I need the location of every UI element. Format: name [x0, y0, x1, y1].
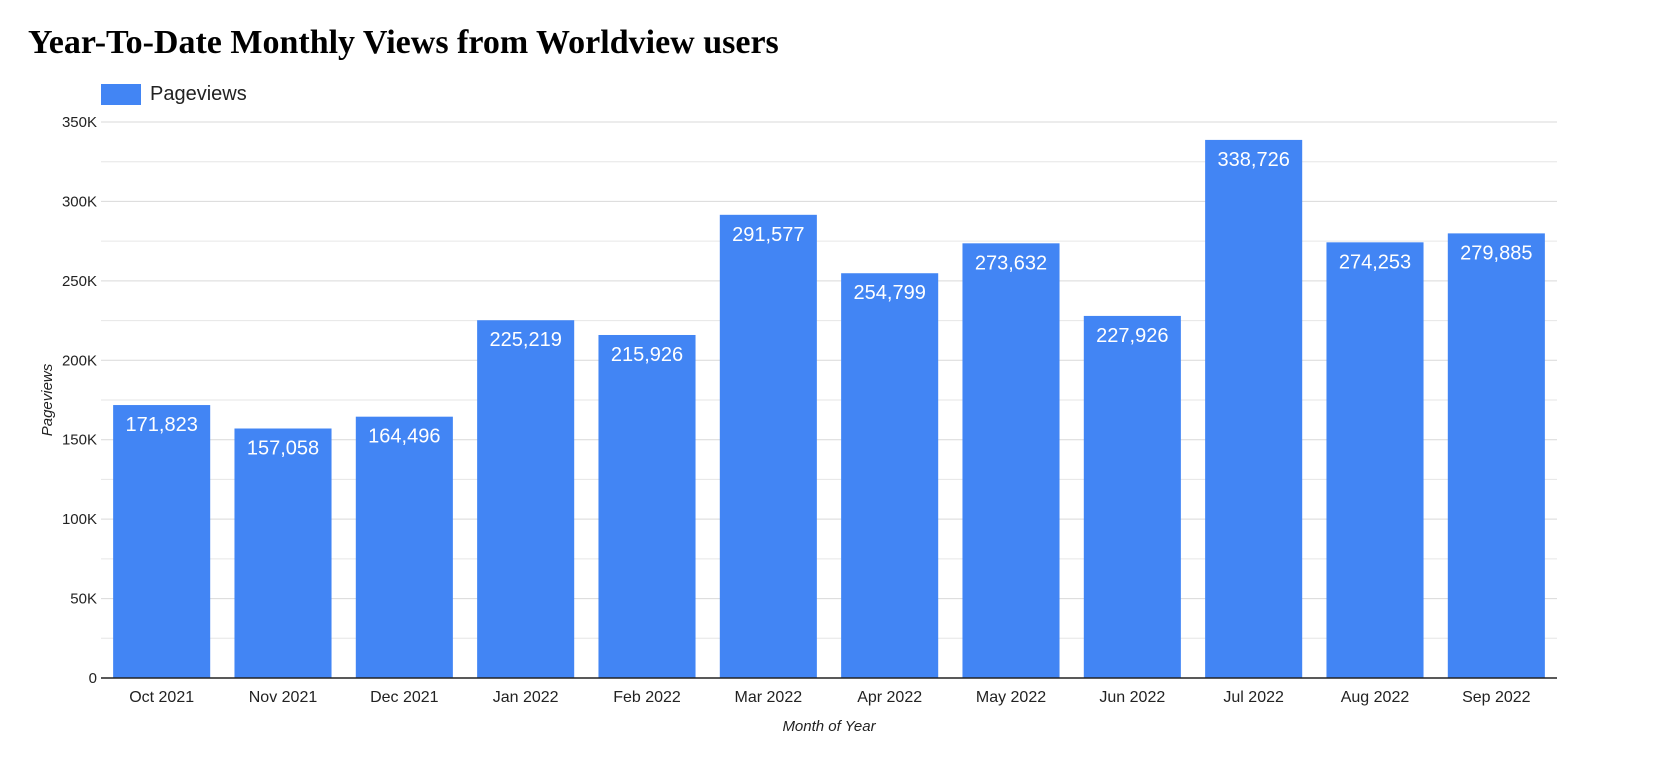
- y-tick-label: 250K: [62, 273, 97, 290]
- bar: [1447, 233, 1545, 678]
- data-label: 157,058: [247, 438, 319, 460]
- x-tick-label: Jul 2022: [1223, 689, 1284, 706]
- data-label: 171,823: [126, 414, 198, 436]
- bar: [355, 416, 453, 678]
- bar: [477, 320, 575, 678]
- chart-title: Year-To-Date Monthly Views from Worldvie…: [28, 24, 779, 61]
- x-tick-label: Dec 2021: [370, 689, 439, 706]
- data-labels: 171,823 157,058 164,496 225,219 215,926 291,5…: [126, 149, 1533, 460]
- y-tick-label: 300K: [62, 193, 97, 210]
- x-axis-title: Month of Year: [782, 718, 876, 735]
- x-tick-label: Jan 2022: [493, 689, 559, 706]
- y-tick-label: 350K: [62, 114, 97, 131]
- bar: [841, 273, 939, 678]
- bars: [113, 139, 1545, 679]
- y-tick-label: 100K: [62, 511, 97, 528]
- bar: [1083, 315, 1181, 678]
- x-axis-ticks: Oct 2021 Nov 2021 Dec 2021 Jan 2022 Feb 2022…: [129, 689, 1530, 706]
- data-label: 254,799: [854, 282, 926, 304]
- bar: [719, 214, 817, 678]
- bar: [234, 428, 332, 678]
- y-tick-label: 150K: [62, 432, 97, 449]
- data-label: 164,496: [368, 426, 440, 448]
- x-tick-label: May 2022: [976, 689, 1046, 706]
- data-label: 227,926: [1096, 325, 1168, 347]
- data-label: 273,632: [975, 252, 1047, 274]
- x-tick-label: Aug 2022: [1341, 689, 1410, 706]
- bar: [598, 334, 696, 678]
- x-tick-label: Feb 2022: [613, 689, 681, 706]
- bar: [962, 243, 1060, 678]
- bar: [1326, 242, 1424, 678]
- bar: [113, 405, 211, 678]
- legend-label-pageviews: Pageviews: [150, 82, 247, 105]
- y-axis-title: Pageviews: [39, 363, 56, 436]
- x-tick-label: Oct 2021: [129, 689, 194, 706]
- x-tick-label: Apr 2022: [857, 689, 922, 706]
- y-tick-label: 200K: [62, 352, 97, 369]
- x-tick-label: Nov 2021: [249, 689, 318, 706]
- y-tick-label: 0: [89, 670, 97, 687]
- bar: [1205, 139, 1303, 679]
- data-label: 215,926: [611, 344, 683, 366]
- y-tick-label: 50K: [70, 591, 97, 608]
- data-label: 338,726: [1218, 149, 1290, 171]
- data-label: 274,253: [1339, 251, 1411, 273]
- y-axis-ticks: 0 50K 100K 150K 200K 250K 300K 350K: [62, 114, 97, 687]
- gridlines: [101, 121, 1557, 639]
- data-label: 225,219: [490, 329, 562, 351]
- chart-legend: Pageviews: [101, 81, 247, 107]
- data-label: 279,885: [1460, 242, 1532, 264]
- x-tick-label: Sep 2022: [1462, 689, 1531, 706]
- x-tick-label: Mar 2022: [735, 689, 803, 706]
- data-label: 291,577: [732, 224, 804, 246]
- legend-swatch-pageviews: [101, 83, 141, 105]
- x-tick-label: Jun 2022: [1099, 689, 1165, 706]
